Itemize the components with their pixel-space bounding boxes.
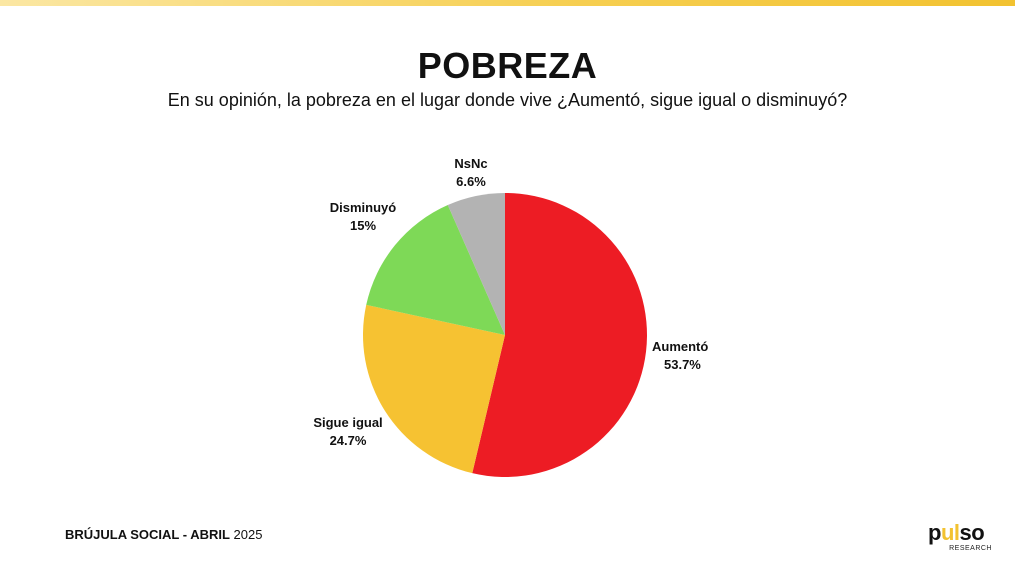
pie-slice-sigue-igual bbox=[363, 304, 505, 474]
logo-wordmark: pulso bbox=[928, 520, 985, 545]
slice-value-label: 53.7% bbox=[664, 357, 701, 372]
slice-label: Sigue igual bbox=[313, 415, 382, 430]
slice-label: Aumentó bbox=[652, 339, 708, 354]
footer-brand-name: BRÚJULA SOCIAL - ABRIL bbox=[65, 527, 230, 542]
pie-slice-aument- bbox=[472, 193, 647, 478]
footer-year: 2025 bbox=[233, 527, 263, 542]
slice-label: Disminuyó bbox=[330, 200, 397, 215]
pulso-logo: pulso RESEARCH bbox=[928, 522, 998, 556]
page-title: POBREZA bbox=[417, 45, 598, 86]
page-subtitle: En su opinión, la pobreza en el lugar do… bbox=[167, 90, 848, 110]
pie-slice-nsnc bbox=[447, 193, 505, 335]
slice-value-label: 6.6% bbox=[456, 174, 486, 189]
top-accent-bar bbox=[0, 0, 1015, 6]
footer-brand: BRÚJULA SOCIAL - ABRIL 2025 bbox=[65, 526, 262, 544]
slice-label: NsNc bbox=[454, 156, 487, 171]
slice-value-label: 24.7% bbox=[330, 433, 367, 448]
pie-labels: Aumentó 53.7% Sigue igual 24.7% Disminuyó 15%… bbox=[313, 156, 708, 448]
logo-subtext: RESEARCH bbox=[949, 545, 992, 552]
pie-slice-disminuy- bbox=[366, 205, 505, 335]
pie-slices bbox=[363, 193, 647, 478]
slice-value-label: 15% bbox=[350, 218, 376, 233]
